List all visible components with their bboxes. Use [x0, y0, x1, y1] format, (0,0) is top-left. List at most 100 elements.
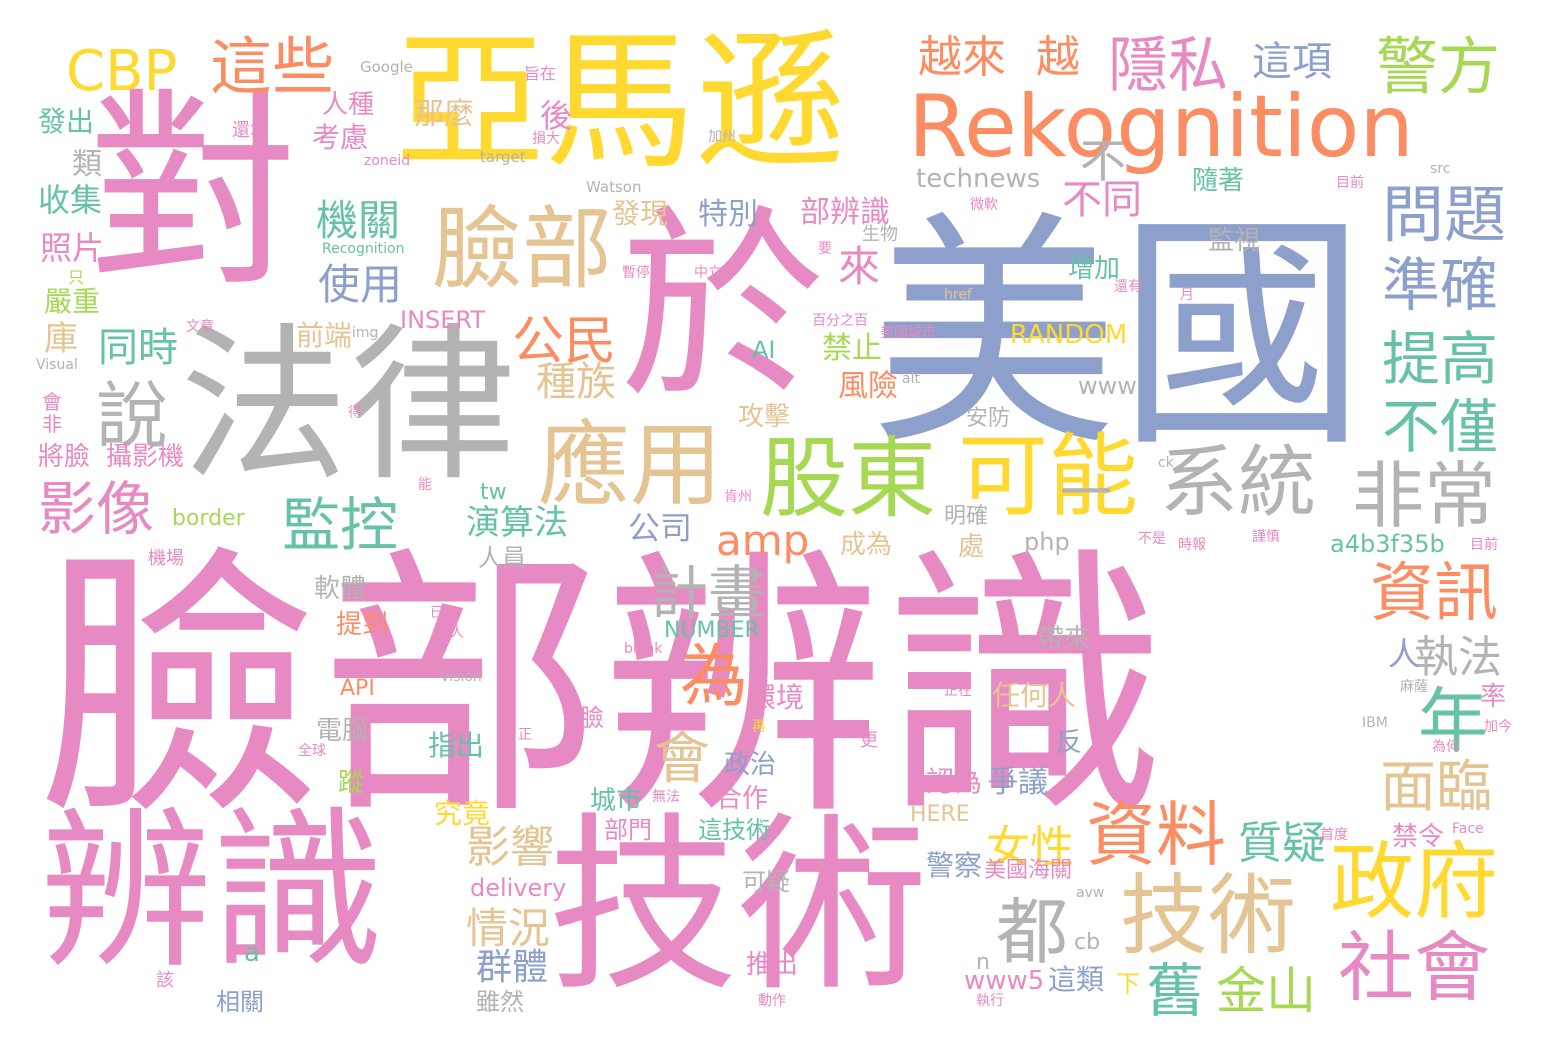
word-race: 種族 [536, 359, 616, 405]
word-action: 動作 [758, 993, 786, 1009]
word-geng: 更 [860, 730, 878, 751]
word-hui-small: 會 [42, 390, 62, 414]
word-ck: ck [1158, 455, 1174, 471]
word-kenzhou: 肯州 [724, 489, 752, 505]
word-zai: 再 [752, 719, 766, 735]
word-dou: 都 [996, 890, 1069, 974]
word-zheng: 正 [518, 727, 532, 743]
word-pause: 暫停 [622, 265, 650, 281]
word-problem: 問題 [1382, 178, 1507, 251]
word-rekognition: Rekognition [908, 77, 1414, 177]
word-face-recognition: 臉部辨識 [38, 524, 1166, 853]
word-technews: technews [916, 164, 1041, 194]
word-library: 庫 [44, 319, 78, 359]
word-computer: 電腦 [316, 716, 369, 746]
word-zoneid: zoneid [364, 153, 411, 169]
word-dui: 對 [88, 70, 299, 315]
word-different: 不同 [1062, 177, 1142, 223]
word-citizen: 公民 [512, 312, 617, 372]
word-track: 蹤 [338, 768, 365, 798]
word-blank: blank [624, 641, 663, 657]
word-us-city: 美國城市 [880, 325, 936, 341]
word-government: 政府 [1330, 833, 1499, 931]
word-information: 資訊 [1370, 557, 1498, 631]
word-amp: amp [716, 516, 810, 565]
word-src: src [1430, 161, 1451, 177]
word-airport: 機場 [148, 548, 184, 569]
word-application: 應用 [538, 412, 723, 519]
word-not-only: 不僅 [1382, 393, 1499, 461]
word-ban: 禁令 [1392, 822, 1445, 852]
word-border: border [172, 506, 245, 531]
word-fei: 非 [42, 412, 62, 436]
word-number: NUMBER [664, 618, 760, 643]
word-usa: 美國 [870, 192, 1366, 480]
word-believe: 認為 [926, 765, 983, 798]
word-yao: 要 [818, 241, 832, 257]
word-one: 一 [1060, 464, 1113, 524]
word-month: 月 [1180, 287, 1194, 303]
word-very: 非常 [1352, 454, 1497, 538]
word-prohibit: 禁止 [822, 331, 882, 366]
word-a: a [244, 938, 260, 968]
word-technology: 技術 [548, 796, 929, 1017]
word-tw: tw [480, 480, 507, 505]
word-cbp: CBP [66, 39, 178, 104]
word-first: 首度 [1320, 827, 1348, 843]
word-img: img [352, 325, 379, 341]
word-camera: 攝影機 [106, 442, 185, 472]
word-simultaneously: 同時 [98, 325, 178, 371]
word-execute: 執行 [976, 993, 1004, 1009]
word-php: php [1024, 528, 1070, 556]
word-security: 安防 [966, 406, 1011, 431]
word-in-progress: 正在 [944, 683, 972, 699]
word-collect: 收集 [38, 181, 103, 219]
word-amazon: 亞馬遜 [395, 16, 846, 190]
word-issue: 發出 [38, 105, 95, 138]
word-lai: 來 [838, 242, 881, 291]
word-although: 雖然 [476, 988, 524, 1016]
word-police: 警方 [1376, 30, 1501, 103]
word-defect: 缺陷 [620, 663, 648, 679]
word-exactly: 究竟 [434, 797, 491, 830]
word-plan: 計畫 [650, 559, 767, 627]
word-watson: Watson [586, 178, 642, 196]
word-anyone: 任何人 [992, 679, 1077, 712]
word-alt: alt [902, 371, 920, 387]
word-use: 使用 [318, 260, 403, 309]
word-accurate: 準確 [1382, 251, 1499, 319]
word-situation: 情況 [466, 904, 551, 953]
word-insert: INSERT [400, 306, 486, 334]
word-wei: 為 [680, 638, 749, 717]
word-black: 黑人 [436, 625, 464, 641]
word-href: href [944, 287, 972, 303]
word-bu: 不 [1080, 134, 1126, 188]
word-microsoft: 微軟 [970, 197, 998, 213]
word-neutral: 中立 [694, 265, 722, 281]
word-visual: Visual [36, 357, 78, 373]
word-consider: 考慮 [312, 121, 369, 154]
word-point-out: 指出 [428, 729, 485, 762]
word-unable: 無法 [652, 789, 680, 805]
word-here: HERE [910, 802, 970, 827]
word-jiang-lian: 將臉 [38, 442, 91, 472]
word-this-item: 這項 [1252, 39, 1332, 85]
word-bu-recognition: 部辨識 [800, 195, 890, 230]
word-massa: 麻薩 [1400, 679, 1428, 695]
word-bring: 帶來 [1038, 624, 1091, 654]
word-software: 軟體 [314, 574, 367, 604]
word-agency: 機關 [316, 196, 401, 245]
word-controversy: 爭議 [988, 765, 1048, 800]
word-face: 臉部 [432, 197, 612, 302]
word-frontend: 前端 [296, 319, 353, 352]
word-times: 時報 [1178, 537, 1206, 553]
word-year: 年 [1418, 680, 1488, 762]
word-along-with: 隨著 [1192, 166, 1245, 196]
word-jiajin: 加今 [1484, 719, 1512, 735]
word-question: 質疑 [1238, 818, 1326, 869]
word-staff: 人員 [478, 544, 526, 572]
word-discover: 發現 [612, 197, 669, 230]
word-clear: 明確 [944, 504, 989, 529]
word-old: 舊 [1146, 957, 1205, 1025]
